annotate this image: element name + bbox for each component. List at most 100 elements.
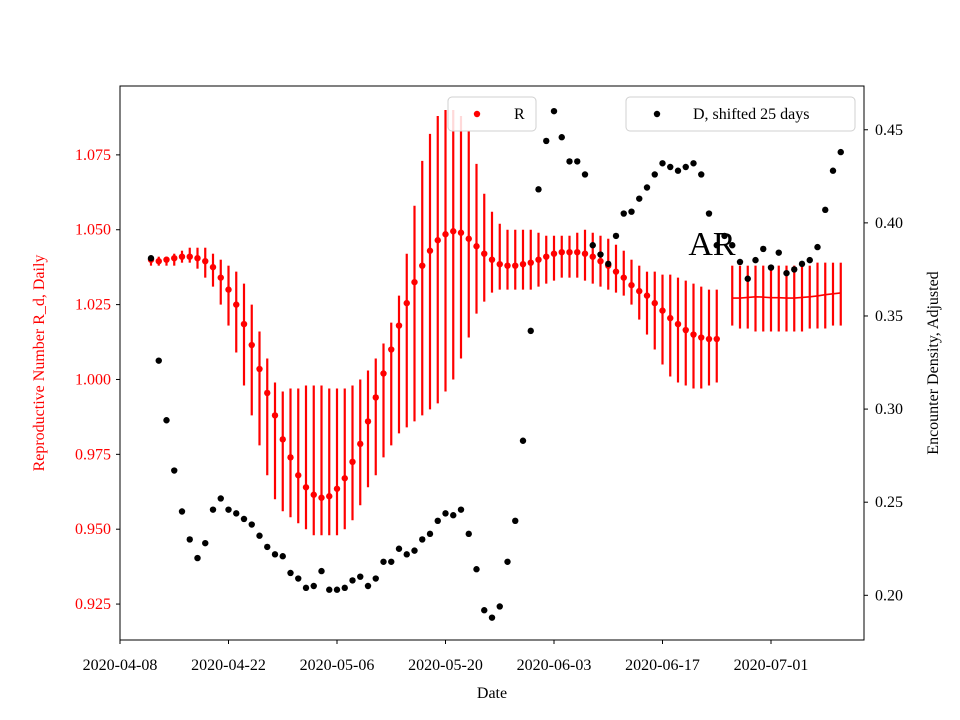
d-point [380,558,387,565]
d-point [302,584,310,592]
r-point [574,249,581,256]
d-point [752,256,759,264]
y-right-tick-label: 0.45 [875,122,903,139]
d-point [705,210,713,217]
d-point [558,134,565,141]
d-point [612,232,620,240]
d-point [426,530,434,538]
r-point [225,286,232,293]
r-point [690,331,697,338]
d-point [837,148,844,156]
d-point [597,251,604,258]
r-point [233,301,240,308]
r-point [457,229,465,236]
d-point [287,569,294,577]
d-point [713,242,720,249]
y-left-tick-label: 1.025 [75,297,111,314]
r-point [395,322,403,329]
d-point [225,506,232,513]
d-point [209,506,217,513]
d-point [186,536,193,543]
d-point [798,260,806,268]
r-point [426,247,434,254]
y-axis-left-label: Reproductive Number R_d, Daily [31,255,48,472]
r-point [178,253,186,260]
r-point [566,249,573,256]
d-point [721,232,728,240]
y-right-tick-label: 0.30 [875,401,903,418]
d-point [814,243,821,251]
r-point [620,274,627,281]
r-point [271,412,279,419]
r-point [194,254,201,262]
d-point [419,536,426,543]
d-point [729,242,736,249]
r-point [597,257,604,265]
r-point [705,335,713,343]
d-point [194,554,201,562]
d-point [155,357,162,364]
d-point [605,260,612,268]
d-point [171,467,178,474]
d-point [457,506,465,513]
r-point [442,231,449,238]
r-point [240,320,248,328]
legend-r-box [447,96,537,132]
legend-r: R [447,96,537,132]
d-point [295,575,302,582]
r-point [155,257,162,265]
r-point [651,299,658,307]
d-point [333,586,341,593]
d-point [488,614,496,621]
y-right-tick-label: 0.35 [875,308,903,325]
legend-d-box [625,96,856,132]
d-point [349,577,356,584]
x-tick-label: 2020-04-08 [83,657,158,674]
d-point [442,510,449,517]
r-point [698,334,705,341]
d-point [240,515,248,523]
axis-ticks: 2020-04-08 2020-04-22 2020-05-06 2020-05-20… [75,122,903,674]
d-point [504,558,511,565]
r-point [403,299,410,307]
d-point [481,607,488,614]
y-right-tick-label: 0.40 [875,215,903,232]
legend-d-marker [653,110,661,118]
d-point [760,245,767,253]
d-point [364,582,372,590]
r-point [512,262,519,269]
d-point [233,510,240,517]
r-point [217,274,224,281]
r-point [349,458,356,466]
r-point [481,250,488,257]
r-point [318,494,325,501]
y-axis-right-label: Encounter Density, Adjusted [925,271,942,454]
r-point [674,320,682,328]
d-point [318,567,325,575]
d-point [465,530,472,538]
r-point [496,260,503,268]
chart-marks [147,107,844,621]
r-point [527,259,534,266]
r-point [612,268,620,275]
d-point [783,269,790,277]
d-point [248,521,255,528]
r-point [581,250,589,257]
d-point [527,327,534,335]
d-point [434,517,441,525]
r-point [589,253,596,260]
r-point [434,237,441,244]
r-point [295,472,302,479]
d-point [202,539,209,547]
d-point [496,603,503,610]
d-point [659,160,666,167]
r-point [519,260,527,268]
d-point [535,186,542,193]
d-point [589,242,596,249]
d-point [628,208,635,215]
d-point [310,582,317,590]
r-point [473,243,480,250]
d-point [403,551,410,558]
d-point [775,249,782,256]
